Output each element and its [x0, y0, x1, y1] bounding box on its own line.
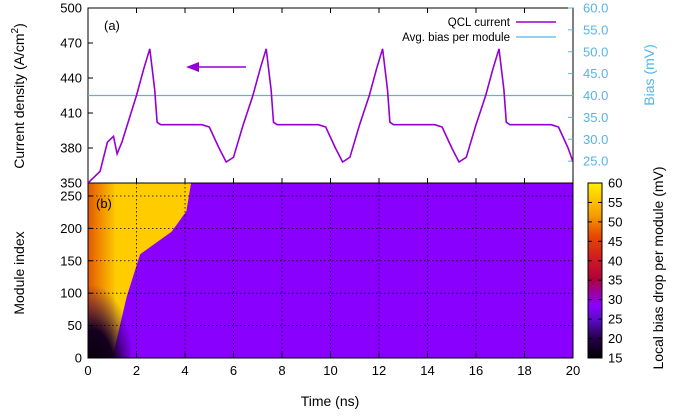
panel-a-label: (a): [104, 18, 120, 33]
y-tick-label-bias: 55.0: [583, 22, 608, 37]
y-tick-label-module: 250: [60, 188, 82, 203]
y-tick-label-bias: 60.0: [583, 1, 608, 16]
y-tick-label-bias: 45.0: [583, 66, 608, 81]
x-tick-label: 8: [278, 363, 285, 378]
x-tick-label: 16: [469, 363, 483, 378]
panel-b-grid: [87, 183, 574, 359]
heatmap-domain-bands: [112, 183, 573, 358]
y-tick-label-current: 470: [60, 36, 82, 51]
qcl-current-line: [88, 48, 573, 183]
x-tick-label: 14: [420, 363, 434, 378]
y-tick-label-bias: 40.0: [583, 88, 608, 103]
x-tick-label: 4: [181, 363, 188, 378]
y-tick-label-bias: 30.0: [583, 132, 608, 147]
x-tick-label: 0: [84, 363, 91, 378]
y-tick-label-current: 350: [60, 176, 82, 191]
y-tick-label-module: 150: [60, 253, 82, 268]
direction-arrow: [186, 62, 246, 72]
colorbar-label: Local bias drop per module (mV): [650, 166, 666, 369]
x-tick-label: 12: [372, 363, 386, 378]
x-tick-label: 2: [133, 363, 140, 378]
colorbar-tick-label: 55: [608, 195, 622, 210]
legend: QCL current Avg. bias per module: [402, 17, 556, 44]
colorbar-tick-label: 40: [608, 253, 622, 268]
y-tick-label-module: 100: [60, 286, 82, 301]
y-tick-label-bias: 50.0: [583, 44, 608, 59]
y-axis-label-bias: Bias (mV): [641, 44, 657, 105]
colorbar-tick-label: 50: [608, 214, 622, 229]
colorbar-tick-label: 20: [608, 331, 622, 346]
x-tick-label: 20: [566, 363, 580, 378]
colorbar-tick-label: 15: [608, 351, 622, 366]
y-axis-label-module: Module index: [11, 231, 27, 314]
y-tick-label-bias: 35.0: [583, 110, 608, 125]
x-axis-label: Time (ns): [301, 393, 360, 409]
y-tick-label-module: 50: [68, 318, 82, 333]
colorbar-tick-label: 60: [608, 176, 622, 191]
x-tick-label: 6: [230, 363, 237, 378]
y-tick-label-current: 410: [60, 106, 82, 121]
colorbar-ticks: 15 20 25 30 35 40 45 50 55 60: [588, 176, 622, 366]
x-tick-label: 18: [517, 363, 531, 378]
legend-label-current: QCL current: [448, 17, 511, 29]
y-tick-label-module: 0: [75, 351, 82, 366]
colorbar: [587, 182, 603, 359]
panel-b-label: (b): [96, 196, 112, 211]
y-tick-label-current: 380: [60, 141, 82, 156]
y-tick-label-module: 200: [60, 221, 82, 236]
domain-band: [161, 183, 573, 358]
y-tick-label-current: 500: [60, 1, 82, 16]
colorbar-tick-label: 35: [608, 273, 622, 288]
x-tick-label: 10: [323, 363, 337, 378]
heatmap-dark-region: [88, 270, 132, 358]
y-tick-label-current: 440: [60, 71, 82, 86]
y-axis-label-current: Current density (A/cm2): [10, 23, 27, 169]
tick-labels: 0 2 4 6 8 10 12 14 16 18 2005010015020025035038041…: [60, 1, 608, 379]
colorbar-tick-label: 30: [608, 292, 622, 307]
colorbar-tick-label: 25: [608, 312, 622, 327]
legend-label-bias: Avg. bias per module: [402, 32, 510, 44]
y-tick-label-bias: 25.0: [583, 154, 608, 169]
colorbar-tick-label: 45: [608, 234, 622, 249]
